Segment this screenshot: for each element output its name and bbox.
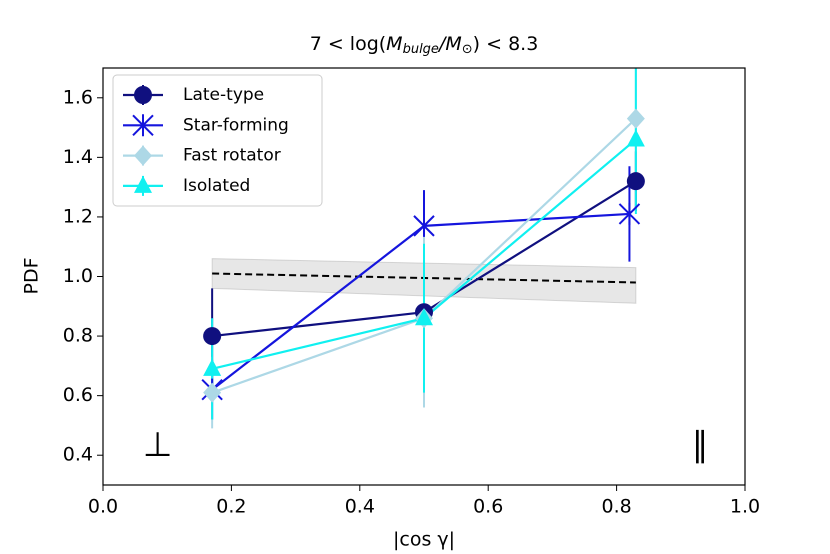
marker-shape xyxy=(626,129,645,147)
marker xyxy=(132,114,154,137)
legend-label: Late-type xyxy=(183,85,264,105)
series-line xyxy=(211,212,630,391)
y-tick-label: 1.4 xyxy=(63,146,93,168)
marker xyxy=(618,202,641,225)
y-axis-label: PDF xyxy=(21,257,43,294)
marker xyxy=(203,382,222,403)
x-tick-label: 0.4 xyxy=(345,496,375,518)
legend-label: Isolated xyxy=(183,176,250,196)
x-tick-label: 1.0 xyxy=(730,496,760,518)
marker xyxy=(415,308,433,326)
legend: Late-type Star-forming Fast rotator Isolate… xyxy=(112,74,323,207)
marker-shape xyxy=(203,382,222,403)
plot-frame xyxy=(102,67,746,486)
marker-shape xyxy=(203,327,222,346)
marker-shape xyxy=(413,214,435,237)
annotation: ⊥ xyxy=(143,425,173,465)
legend-label: Star-forming xyxy=(183,115,289,135)
marker-shape xyxy=(134,145,152,166)
x-tick-label: 0.6 xyxy=(473,496,503,518)
marker-shape xyxy=(415,308,433,326)
marker xyxy=(134,86,152,104)
marker-shape xyxy=(132,114,154,137)
y-tick-label: 1.2 xyxy=(63,205,93,227)
marker xyxy=(413,214,435,237)
marker xyxy=(626,172,645,191)
y-tick-label: 0.8 xyxy=(63,325,93,347)
marker xyxy=(203,358,222,376)
marker-shape xyxy=(618,202,641,225)
x-axis-label: |cos γ| xyxy=(393,529,455,551)
marker xyxy=(626,108,645,129)
marker xyxy=(134,175,152,193)
chart-title: 7 < log(Mbulge/M⊙) < 8.3 xyxy=(310,33,539,57)
x-tick-label: 0.0 xyxy=(88,496,118,518)
marker-shape xyxy=(134,175,152,193)
marker-shape xyxy=(203,358,222,376)
marker-shape xyxy=(626,172,645,191)
plot-area xyxy=(201,68,645,429)
marker xyxy=(134,145,152,166)
x-tick-label: 0.2 xyxy=(216,496,246,518)
x-tick-label: 0.8 xyxy=(601,496,631,518)
y-tick-label: 0.6 xyxy=(63,384,93,406)
legend-box xyxy=(112,74,323,207)
annotation: ∥ xyxy=(692,425,709,465)
marker xyxy=(626,129,645,147)
y-tick-label: 1.6 xyxy=(63,86,93,108)
y-tick-label: 1.0 xyxy=(63,265,93,287)
marker-shape xyxy=(134,86,152,104)
marker-shape xyxy=(626,108,645,129)
marker xyxy=(203,327,222,346)
legend-label: Fast rotator xyxy=(183,146,281,166)
y-tick-label: 0.4 xyxy=(63,444,93,466)
